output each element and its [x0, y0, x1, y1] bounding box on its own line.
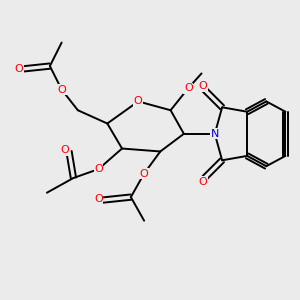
Text: O: O — [184, 83, 193, 93]
Text: O: O — [57, 85, 66, 94]
Text: O: O — [60, 145, 69, 155]
Text: O: O — [134, 96, 142, 106]
Text: O: O — [94, 164, 103, 174]
Text: O: O — [140, 169, 148, 178]
Text: O: O — [199, 176, 207, 187]
Text: O: O — [199, 81, 207, 91]
Text: O: O — [15, 64, 23, 74]
Text: O: O — [94, 194, 103, 204]
Text: N: N — [211, 129, 219, 139]
